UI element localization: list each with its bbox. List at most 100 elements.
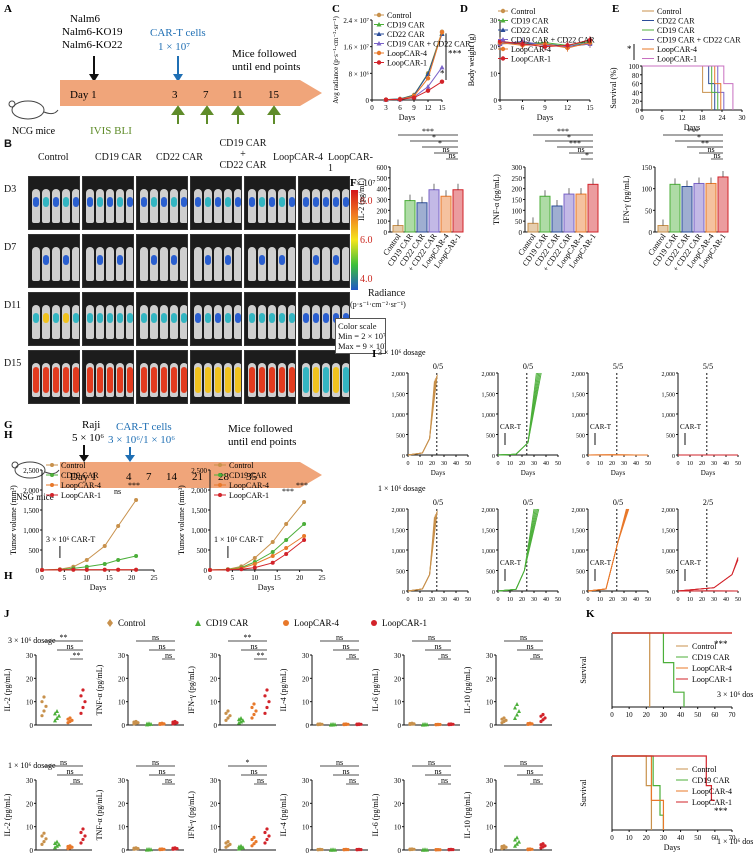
mice-strain: NCG mice — [12, 126, 56, 137]
data-point — [383, 97, 389, 102]
ivis-signal — [249, 367, 255, 393]
j-point — [423, 847, 427, 852]
j-point — [423, 721, 427, 726]
ivis-image-0-1 — [82, 176, 134, 230]
ivis-signal — [259, 367, 265, 393]
ivis-mouse — [96, 189, 104, 223]
ivis-mouse — [150, 189, 158, 223]
bar-3 — [563, 193, 575, 233]
bar-4 — [440, 195, 452, 233]
x-tick-label: 6 — [660, 114, 664, 122]
ivis-mouse — [116, 363, 124, 397]
k-survival-3 — [612, 755, 715, 801]
i-ratio: 0/5 — [523, 498, 533, 507]
i-curve — [407, 381, 435, 456]
x-tick-label: 20 — [128, 574, 136, 582]
sig-label: * — [432, 133, 436, 142]
panel-c-label: C — [332, 3, 340, 15]
k-survival-1 — [612, 632, 685, 707]
x-tick-label: 10 — [507, 597, 513, 603]
j-point — [410, 721, 414, 725]
ivis-signal — [313, 367, 319, 393]
ivis-signal — [259, 255, 265, 265]
y-tick-label: 0 — [582, 454, 585, 460]
y-tick-label: 10 — [302, 824, 310, 832]
ivis-mouse — [268, 189, 276, 223]
k-legend-0: Control — [692, 642, 717, 651]
ivis-signal — [205, 313, 211, 323]
ivis-signal — [313, 255, 319, 265]
survival-line-5 — [642, 65, 734, 110]
y-axis-label: TNF-α (pg/mL) — [492, 174, 501, 225]
g-day-4: 21 — [192, 471, 203, 483]
x-tick-label: 10 — [626, 711, 634, 719]
x-tick-label: 9 — [412, 104, 416, 112]
panel-f-label: F — [350, 177, 357, 189]
d-legend-4: LoopCAR-4 — [511, 45, 551, 54]
y-axis-label: IL-6 (pg/mL) — [371, 668, 380, 711]
j-point — [241, 845, 245, 850]
y-tick-label: 150 — [512, 197, 523, 205]
ivis-mouse — [224, 305, 232, 339]
bar-4 — [575, 193, 587, 233]
y-tick-label: 80 — [632, 72, 640, 80]
y-tick-label: 500 — [486, 434, 495, 440]
bar-2 — [551, 205, 563, 233]
j-stat: ** — [244, 633, 252, 642]
j-point — [250, 844, 254, 848]
j-point — [173, 846, 177, 850]
ivis-mouse — [180, 189, 187, 223]
j-point — [265, 837, 269, 842]
x-tick-label: 50 — [735, 461, 741, 467]
ivis-mouse — [224, 189, 232, 223]
ivis-image-0-0 — [28, 176, 80, 230]
ivis-mouse — [42, 305, 50, 339]
ivis-image-0-3 — [190, 176, 242, 230]
ivis-signal — [73, 313, 79, 323]
followed-text: Mice followed — [232, 48, 297, 60]
panel-g-label: G — [4, 419, 13, 431]
x-tick-label: 40 — [543, 461, 549, 467]
g-endpoints: until end points — [228, 436, 296, 448]
y-tick-label: 0 — [490, 847, 494, 855]
ivis-mouse — [342, 247, 349, 281]
data-point — [425, 84, 431, 89]
k-stat: *** — [714, 806, 728, 816]
x-tick-label: 24 — [719, 114, 727, 122]
x-tick-label: 0 — [40, 574, 44, 582]
x-tick-label: 20 — [429, 597, 435, 603]
ivis-mouse — [180, 363, 187, 397]
ivis-signal — [215, 197, 221, 207]
e-legend-5: LoopCAR-1 — [657, 55, 697, 64]
col-header-5: LoopCAR-1 — [328, 152, 373, 174]
j-point — [515, 835, 519, 840]
x-tick-label: 60 — [711, 834, 719, 842]
ivis-signal — [269, 313, 275, 323]
y-tick-label: 100 — [512, 207, 523, 215]
ivis-signal — [343, 367, 349, 393]
k-dosage: 3 × 10⁶ dosage — [717, 690, 753, 699]
data-point — [411, 95, 417, 100]
j-point — [254, 840, 258, 844]
y-axis-label: IL-4 (pg/mL) — [279, 793, 288, 836]
g-day-6: 35 — [246, 471, 258, 483]
x-tick-label: 0 — [208, 574, 212, 582]
x-tick-label: 70 — [729, 834, 737, 842]
y-axis-label: IL-2 (pg/mL) — [3, 793, 12, 836]
y-tick-label: 50 — [515, 218, 523, 226]
j-point — [68, 844, 72, 848]
row-label-d11: D11 — [4, 300, 21, 311]
y-tick-label: 0 — [492, 454, 495, 460]
g-mouse-icon — [11, 461, 60, 479]
x-tick-label: 40 — [453, 461, 459, 467]
d-legend-5: LoopCAR-1 — [511, 55, 551, 64]
y-tick-label: 0 — [30, 722, 34, 730]
h-point — [40, 568, 44, 572]
j-stat: ** — [257, 651, 265, 660]
ivis-mouse — [204, 189, 212, 223]
y-tick-label: 20 — [302, 800, 310, 808]
ivis-mouse — [106, 305, 114, 339]
